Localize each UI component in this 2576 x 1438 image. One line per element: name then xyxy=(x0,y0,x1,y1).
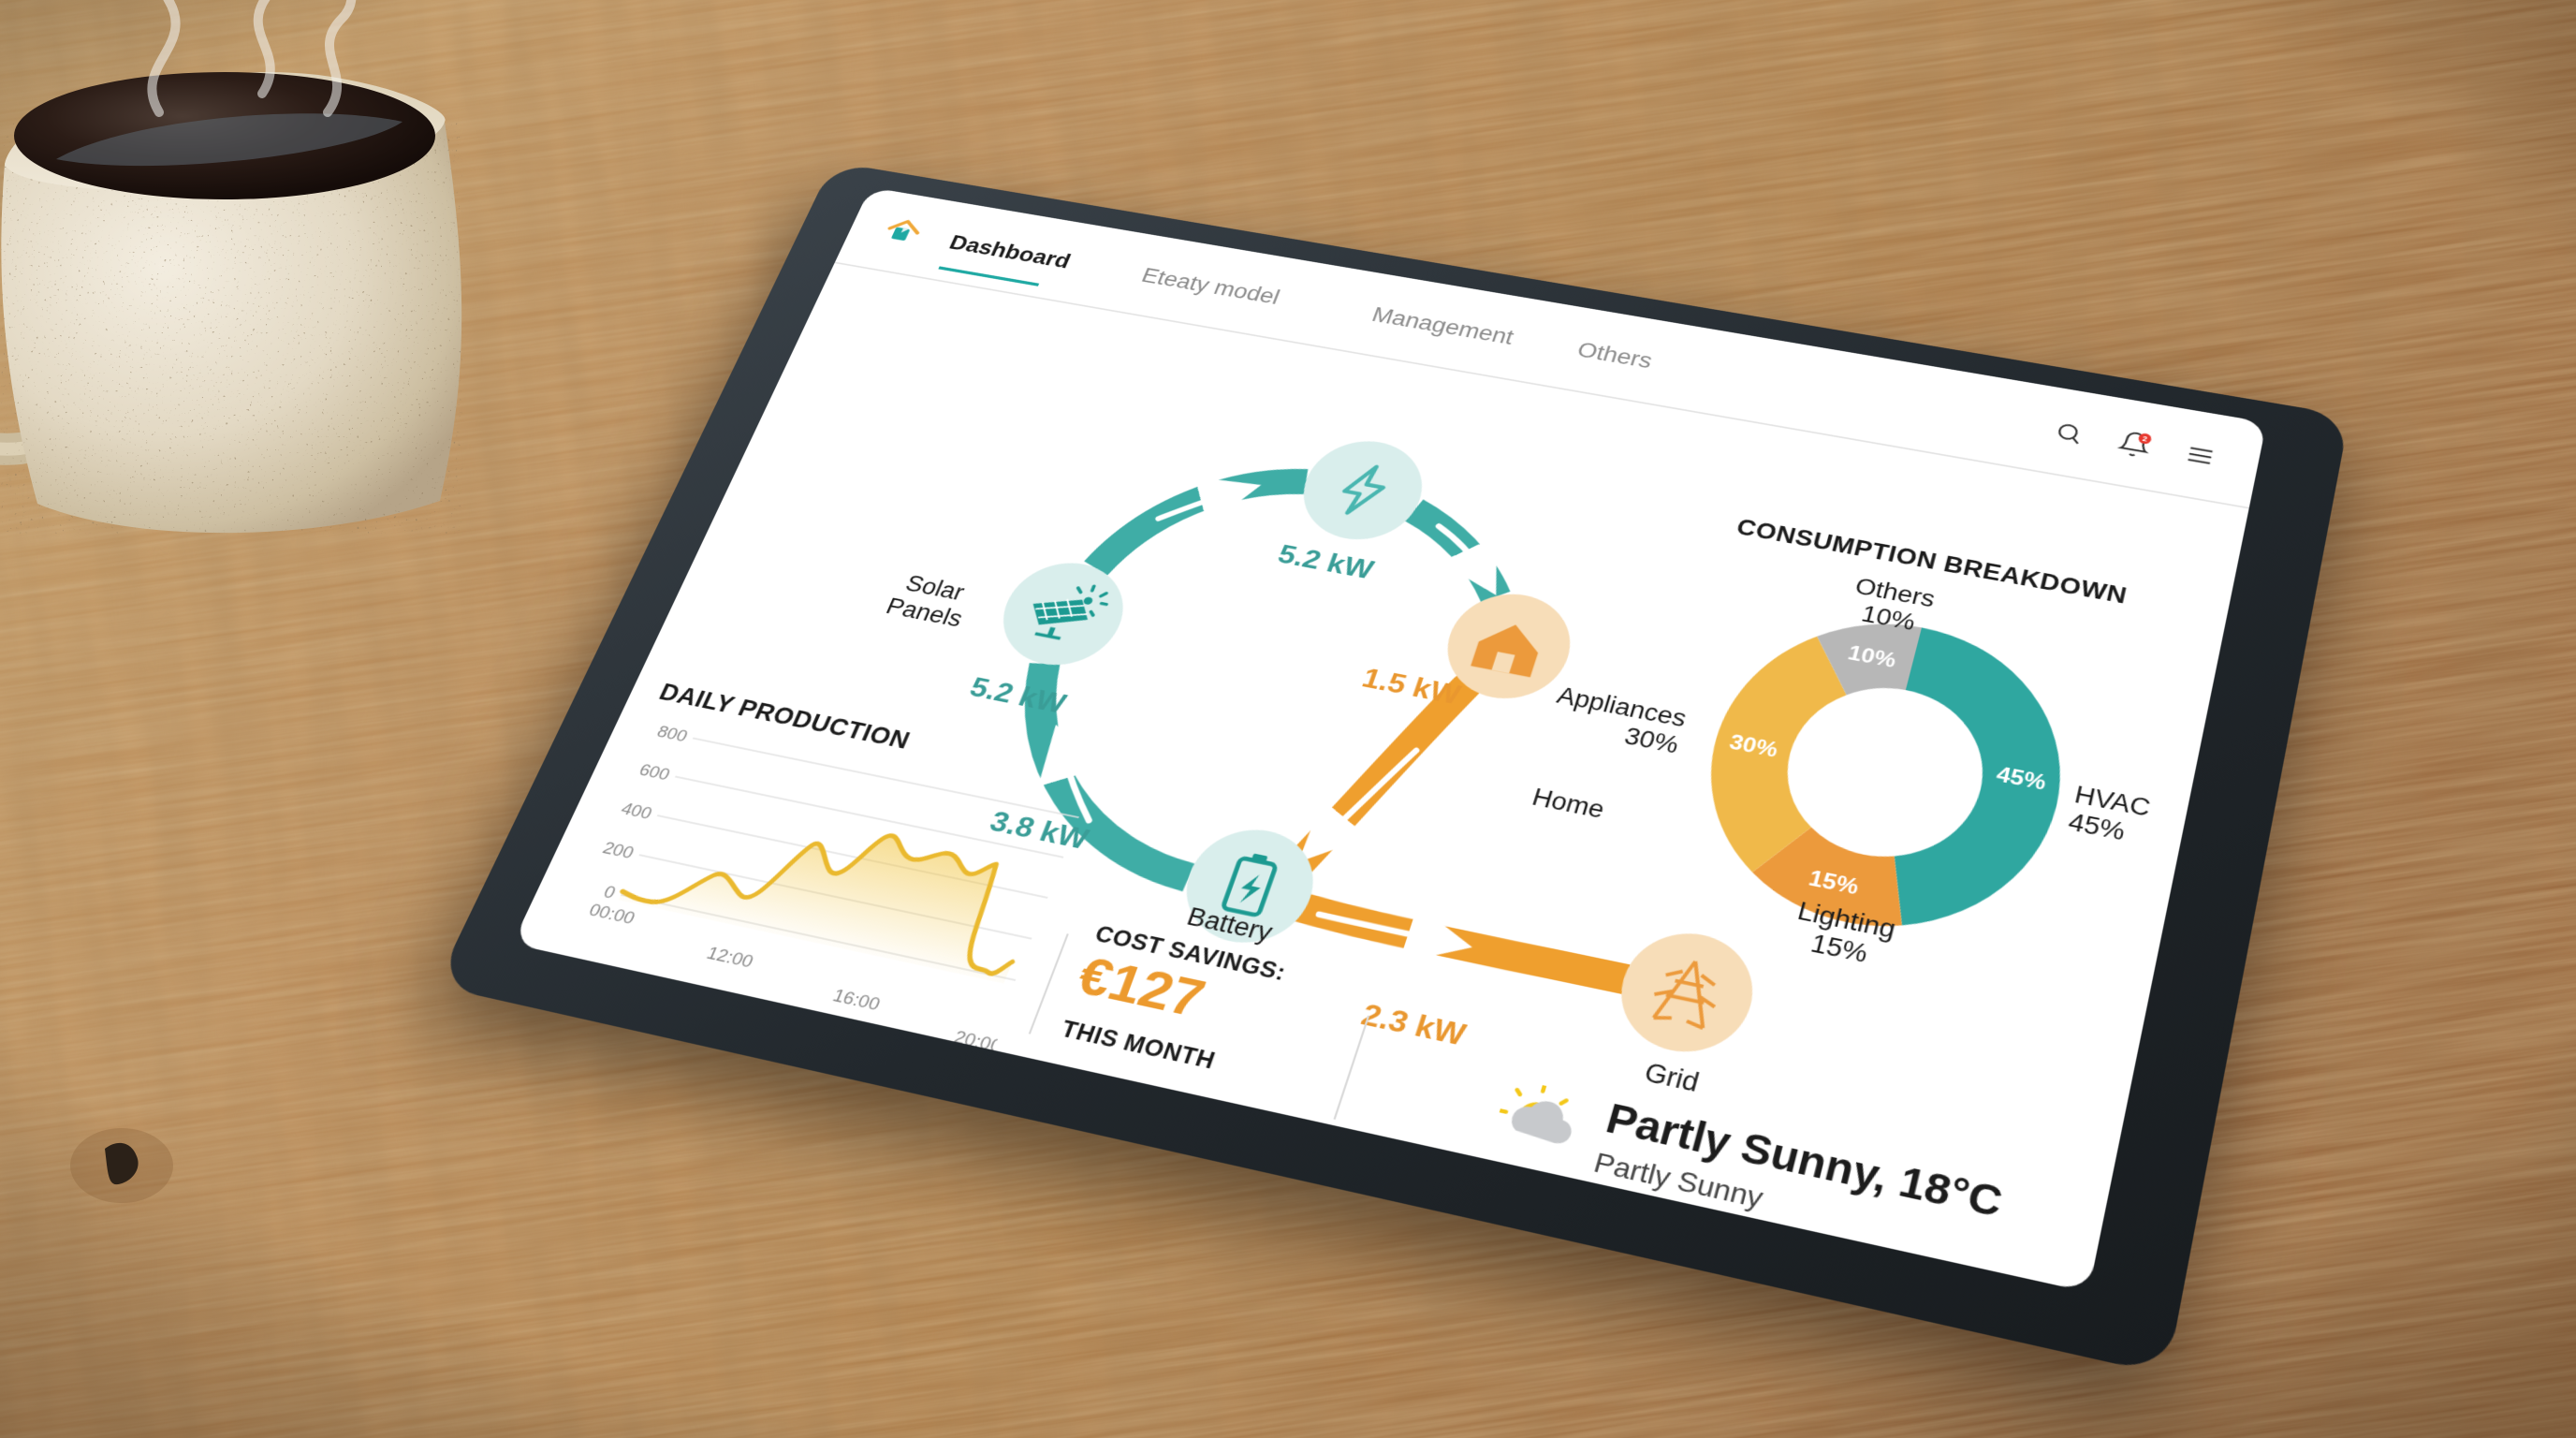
svg-text:00:00: 00:00 xyxy=(586,901,638,928)
svg-text:12:00: 12:00 xyxy=(704,944,756,972)
svg-text:400: 400 xyxy=(618,800,654,823)
svg-text:5.2 kW: 5.2 kW xyxy=(1274,539,1378,585)
svg-text:0: 0 xyxy=(600,883,618,902)
svg-text:1.5 kW: 1.5 kW xyxy=(1358,662,1465,711)
svg-text:200: 200 xyxy=(600,839,637,862)
svg-text:16:00: 16:00 xyxy=(829,987,883,1015)
svg-text:800: 800 xyxy=(654,723,691,745)
svg-text:600: 600 xyxy=(637,761,673,785)
svg-text:2.3 kW: 2.3 kW xyxy=(1357,997,1471,1052)
